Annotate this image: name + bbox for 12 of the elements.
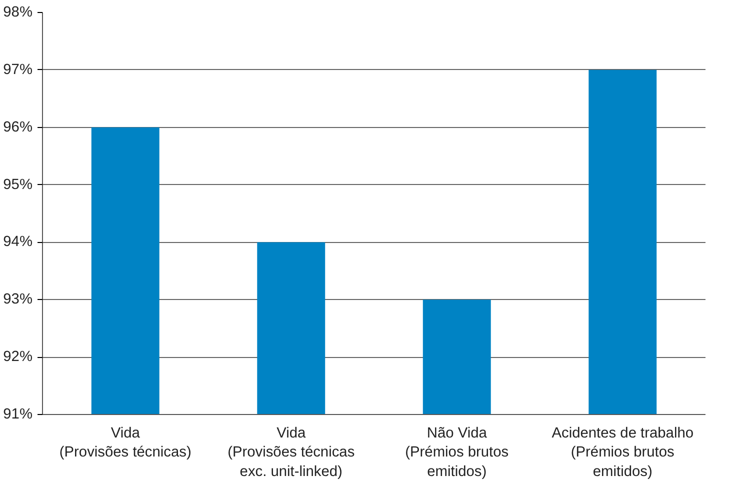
y-tick-label: 93% xyxy=(3,292,33,308)
x-tick-label: Não Vida (Prémios brutos emitidos) xyxy=(405,426,509,480)
y-tick-label: 91% xyxy=(3,406,33,422)
y-tick-label: 95% xyxy=(3,176,33,193)
y-tick-label: 94% xyxy=(3,234,33,250)
x-tick-label: Vida (Provisões técnicas) xyxy=(59,426,192,461)
y-tick-label: 96% xyxy=(3,119,33,136)
y-tick-label: 97% xyxy=(3,62,33,78)
y-tick-label: 98% xyxy=(3,4,33,20)
y-tick-label: 92% xyxy=(3,349,33,366)
x-tick-label: Acidentes de trabalho (Prémios brutos emitidos) xyxy=(552,426,694,480)
x-tick-label: Vida (Provisões técnicas exc. unit-linked) xyxy=(228,426,355,480)
